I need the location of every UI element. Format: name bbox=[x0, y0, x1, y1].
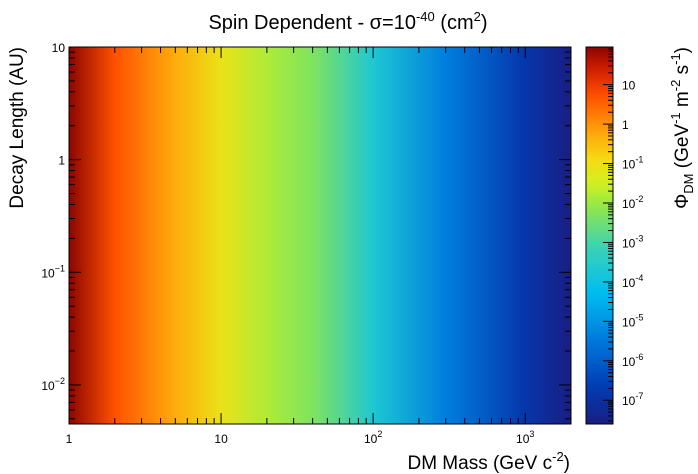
title-mid: (cm bbox=[435, 12, 474, 34]
y-axis-ticks: 10−2 10−1 1 10 bbox=[41, 41, 571, 420]
heatmap-field bbox=[69, 47, 571, 424]
colorbar-tick-label: 10-3 bbox=[622, 233, 643, 250]
colorbar-title-sub: DM bbox=[681, 174, 696, 194]
colorbar-title-m: m bbox=[672, 91, 693, 112]
x-tick-label: 102 bbox=[364, 429, 382, 446]
y-axis-title: Decay Length (AU) bbox=[7, 47, 28, 209]
y-tick-label: 10 bbox=[52, 41, 66, 55]
x-axis-title-base: DM Mass (GeV c bbox=[407, 453, 552, 474]
colorbar bbox=[586, 47, 613, 424]
title-sup: 2 bbox=[474, 9, 481, 24]
plot-frame bbox=[68, 46, 572, 425]
colorbar-title-open: (GeV bbox=[672, 124, 693, 174]
y-tick-label: 10−2 bbox=[41, 376, 65, 393]
colorbar-tick-label: 10-4 bbox=[622, 273, 643, 290]
y-tick-label: 10−1 bbox=[41, 263, 65, 280]
title-end: ) bbox=[481, 12, 488, 34]
y-tick-label: 1 bbox=[58, 154, 65, 168]
colorbar-title-sup1: -1 bbox=[668, 112, 683, 124]
title-base: Spin Dependent - σ=10 bbox=[208, 12, 416, 34]
colorbar-title-symbol: Φ bbox=[672, 194, 693, 209]
colorbar-tick-label: 1 bbox=[622, 118, 629, 132]
x-axis-title-end: ) bbox=[564, 453, 570, 474]
colorbar-title-sup3: -1 bbox=[668, 53, 683, 65]
colorbar-tick-label: 10 bbox=[622, 79, 636, 93]
colorbar-tick-label: 10-5 bbox=[622, 312, 643, 329]
colorbar-title-sup2: -2 bbox=[668, 80, 683, 92]
colorbar-title-s: s bbox=[672, 65, 693, 80]
x-tick-label: 10 bbox=[214, 432, 228, 446]
colorbar-title-close: ) bbox=[672, 47, 693, 53]
title-exponent: -40 bbox=[416, 9, 435, 24]
x-axis-ticks: 1 10 102 103 bbox=[66, 47, 572, 446]
colorbar-ticks: 10-7 10-6 10-5 10-4 10-3 10-2 10-1 1 10 bbox=[603, 46, 643, 422]
colorbar-tick-label: 10-7 bbox=[622, 391, 643, 408]
x-tick-label: 103 bbox=[516, 429, 534, 446]
x-tick-label: 1 bbox=[66, 432, 73, 446]
x-axis-title-sup: -2 bbox=[552, 449, 564, 464]
colorbar-tick-label: 10-6 bbox=[622, 352, 643, 369]
chart-title: Spin Dependent - σ=10-40 (cm2) bbox=[208, 9, 487, 34]
colorbar-tick-label: 10-2 bbox=[622, 194, 643, 211]
colorbar-tick-label: 10-1 bbox=[622, 155, 643, 172]
colorbar-title: ΦDM (GeV-1 m-2 s-1) bbox=[668, 47, 696, 209]
colorbar-frame bbox=[585, 46, 614, 425]
x-axis-title: DM Mass (GeV c-2) bbox=[407, 449, 570, 474]
